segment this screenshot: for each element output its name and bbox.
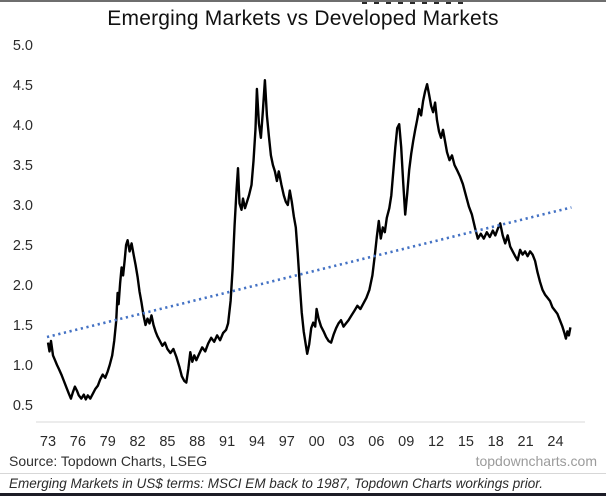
x-tick-label: 73	[40, 434, 56, 450]
x-tick-label: 85	[159, 434, 175, 450]
x-tick-label: 88	[189, 434, 205, 450]
bottom-border	[0, 493, 606, 496]
x-tick-label: 79	[100, 434, 116, 450]
footnote-text: Emerging Markets in US$ terms: MSCI EM b…	[9, 476, 543, 491]
x-tick-label: 82	[129, 434, 145, 450]
y-tick-label: 0.5	[13, 398, 33, 414]
y-tick-label: 2.5	[13, 238, 33, 254]
y-tick-label: 2.0	[13, 278, 33, 294]
x-tick-label: 03	[338, 434, 354, 450]
x-tick-label: 06	[368, 434, 384, 450]
x-tick-label: 24	[547, 434, 563, 450]
source-row: Source: Topdown Charts, LSEG topdownchar…	[9, 453, 597, 469]
x-tick-label: 18	[488, 434, 504, 450]
footer-divider	[0, 473, 606, 474]
x-tick-label: 12	[428, 434, 444, 450]
x-tick-label: 91	[219, 434, 235, 450]
chart-title: Emerging Markets vs Developed Markets	[107, 7, 499, 30]
x-tick-label: 97	[279, 434, 295, 450]
source-text: Source: Topdown Charts, LSEG	[9, 453, 208, 469]
y-tick-label: 3.5	[13, 158, 33, 174]
x-tick-label: 00	[309, 434, 325, 450]
y-tick-label: 1.5	[13, 318, 33, 334]
website-watermark: topdowncharts.com	[475, 453, 597, 469]
y-tick-label: 3.0	[13, 198, 33, 214]
cropped-text-artifact	[362, 2, 464, 4]
trend-line	[46, 206, 572, 339]
y-tick-label: 4.0	[13, 118, 33, 134]
y-tick-label: 1.0	[13, 358, 33, 374]
x-tick-label: 76	[70, 434, 86, 450]
x-tick-label: 09	[398, 434, 414, 450]
em-dm-ratio-line	[46, 78, 572, 401]
em-vs-dm-line-chart: 5.0 4.5 4.0 3.5 3.0 2.5 2.0 1.5 1.0 0.5 73 76 79 82 85…	[13, 38, 585, 450]
y-tick-label: 5.0	[13, 38, 33, 54]
x-tick-label: 94	[249, 434, 265, 450]
x-tick-label: 15	[458, 434, 474, 450]
x-tick-label: 21	[518, 434, 534, 450]
y-tick-label: 4.5	[13, 78, 33, 94]
